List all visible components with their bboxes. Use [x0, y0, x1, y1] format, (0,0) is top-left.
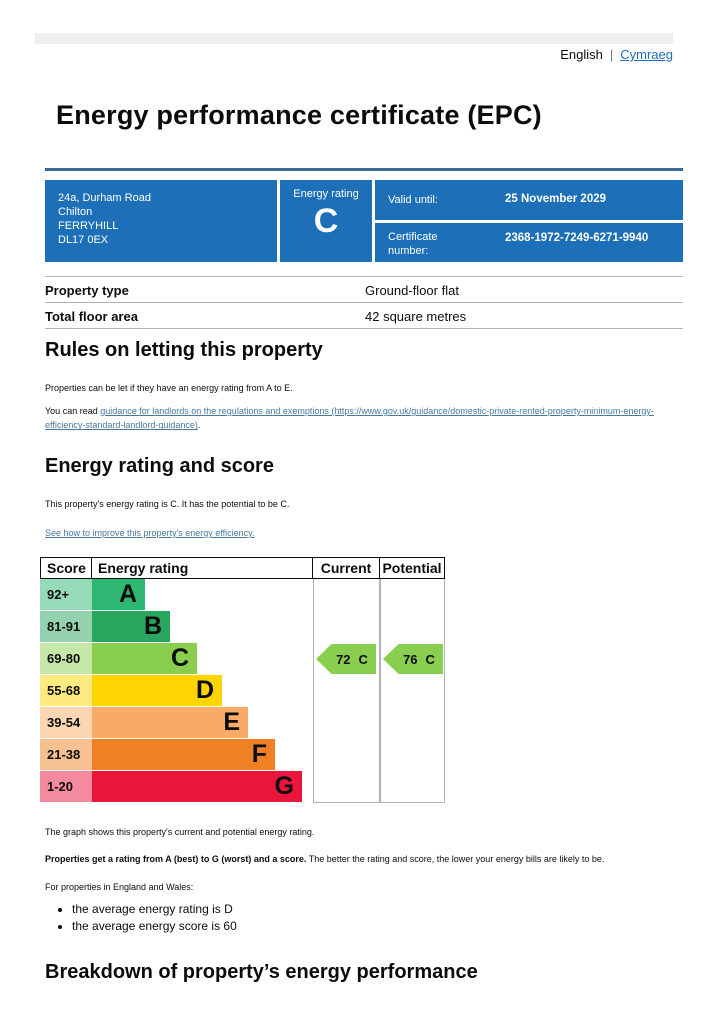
- graph-note-2-bold: Properties get a rating from A (best) to…: [45, 854, 307, 864]
- list-item: the average energy rating is D: [72, 901, 632, 918]
- energy-rating-chart: Score Energy rating Current Potential 92…: [40, 557, 445, 803]
- band-bar-g: G: [92, 771, 302, 802]
- band-score-e: 39-54: [40, 707, 92, 738]
- chart-header-potential: Potential: [379, 557, 445, 579]
- language-switcher: English | Cymraeg: [35, 47, 673, 62]
- floor-area-value: 42 square metres: [365, 309, 467, 324]
- potential-score: 76: [403, 651, 418, 667]
- energy-rating-cell: Energy rating C: [280, 180, 372, 262]
- page-title: Energy performance certificate (EPC): [56, 100, 542, 130]
- chart-header-score: Score: [40, 557, 92, 579]
- valid-until-label: Valid until:: [388, 194, 438, 206]
- landlord-guidance-link[interactable]: guidance for landlords on the regulation…: [45, 406, 654, 431]
- average-stats-list: the average energy rating is D the avera…: [58, 901, 632, 935]
- address-line-3: FERRYHILL: [58, 220, 119, 232]
- table-row: Total floor area 42 square metres: [45, 302, 683, 329]
- graph-note-3: For properties in England and Wales:: [45, 882, 194, 892]
- rules-para-2: You can read guidance for landlords on t…: [45, 404, 670, 433]
- band-score-b: 81-91: [40, 611, 92, 642]
- property-type-value: Ground-floor flat: [365, 283, 459, 298]
- language-separator: |: [609, 47, 614, 62]
- improve-efficiency-link[interactable]: See how to improve this property's energ…: [45, 528, 255, 538]
- property-address: 24a, Durham Road Chilton FERRYHILL DL17 …: [45, 180, 277, 262]
- current-column: [313, 579, 380, 803]
- potential-letter: C: [425, 651, 435, 667]
- valid-until-value: 25 November 2029: [505, 193, 607, 205]
- address-line-4: DL17 0EX: [58, 234, 109, 246]
- band-score-f: 21-38: [40, 739, 92, 770]
- graph-note-1: The graph shows this property's current …: [45, 827, 315, 837]
- language-current: English: [560, 47, 603, 62]
- graph-note-2-rest: The better the rating and score, the low…: [306, 854, 605, 864]
- band-bar-e: E: [92, 707, 248, 738]
- chart-header-energy-rating: Energy rating: [91, 557, 313, 579]
- panel-top-rule: [45, 168, 683, 171]
- current-letter: C: [358, 651, 368, 667]
- band-bar-f: F: [92, 739, 275, 770]
- language-link-cymraeg[interactable]: Cymraeg: [620, 47, 673, 62]
- energy-rating-label: Energy rating: [293, 188, 359, 200]
- band-score-d: 55-68: [40, 675, 92, 706]
- address-line-2: Chilton: [58, 206, 93, 218]
- property-facts-table: Property type Ground-floor flat Total fl…: [45, 276, 683, 329]
- rules-para-2-prefix: You can read: [45, 406, 101, 416]
- valid-until-row: Valid until: 25 November 2029: [375, 180, 683, 220]
- band-bar-a: A: [92, 579, 145, 610]
- potential-column: [380, 579, 445, 803]
- certificate-summary-panel: 24a, Durham Road Chilton FERRYHILL DL17 …: [45, 180, 683, 262]
- band-score-g: 1-20: [40, 771, 92, 802]
- current-score: 72: [336, 651, 351, 667]
- band-bar-b: B: [92, 611, 170, 642]
- address-line-1: 24a, Durham Road: [58, 192, 151, 204]
- chart-header-row: Score Energy rating Current Potential: [40, 557, 445, 579]
- certificate-number-label: Certificate number:: [388, 230, 438, 257]
- certificate-number-value: 2368-1972-7249-6271-9940: [505, 231, 649, 244]
- improve-link-wrap: See how to improve this property's energ…: [45, 526, 255, 540]
- breakdown-heading: Breakdown of property’s energy performan…: [45, 961, 478, 983]
- rules-para-1: Properties can be let if they have an en…: [45, 383, 293, 393]
- chart-header-current: Current: [312, 557, 380, 579]
- header-divider-bar: [35, 33, 673, 44]
- energy-rating-value: C: [313, 202, 339, 240]
- band-score-c: 69-80: [40, 643, 92, 674]
- list-item: the average energy score is 60: [72, 918, 632, 935]
- band-bar-c: C: [92, 643, 197, 674]
- rules-heading: Rules on letting this property: [45, 339, 323, 361]
- band-score-a: 92+: [40, 579, 92, 610]
- certificate-number-row: Certificate number: 2368-1972-7249-6271-…: [375, 222, 683, 262]
- rating-heading: Energy rating and score: [45, 455, 274, 477]
- certificate-details: Valid until: 25 November 2029 Certificat…: [375, 180, 683, 262]
- property-type-label: Property type: [45, 283, 129, 298]
- floor-area-label: Total floor area: [45, 309, 138, 324]
- table-row: Property type Ground-floor flat: [45, 276, 683, 302]
- rating-para: This property's energy rating is C. It h…: [45, 499, 290, 509]
- band-bar-d: D: [92, 675, 222, 706]
- rules-para-2-suffix: .: [197, 420, 201, 431]
- graph-note-2: Properties get a rating from A (best) to…: [45, 852, 695, 866]
